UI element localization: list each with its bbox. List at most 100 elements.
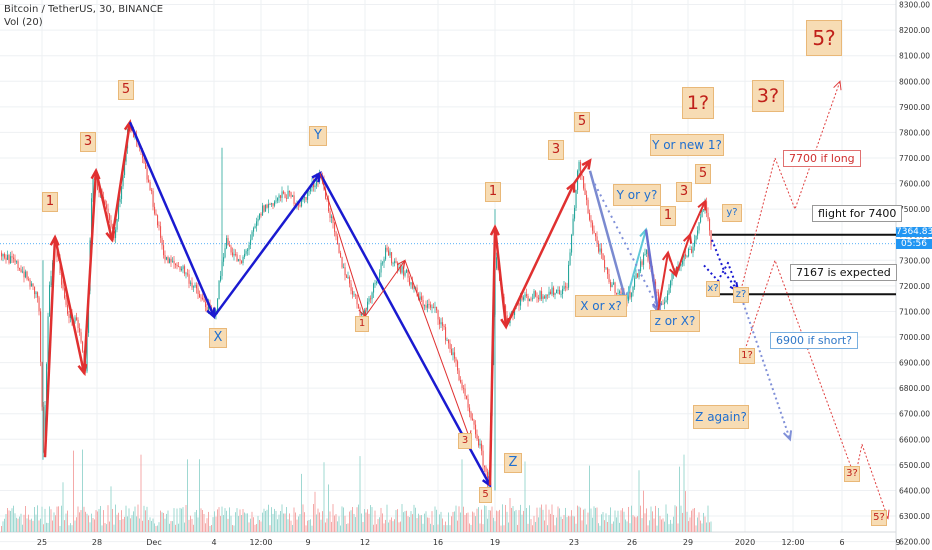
volume-bar <box>680 505 682 532</box>
candle-body <box>455 358 457 362</box>
candle-body <box>19 268 21 270</box>
volume-bar <box>341 506 343 532</box>
volume-bar <box>482 524 484 532</box>
volume-bar <box>241 515 242 532</box>
volume-bar <box>289 513 290 532</box>
volume-bar <box>70 523 71 532</box>
candle-body <box>25 271 27 278</box>
candle-body <box>46 364 48 405</box>
volume-bar <box>32 520 34 532</box>
candle-body <box>47 316 49 365</box>
volume-bar <box>557 506 559 532</box>
volume-bar <box>271 507 272 532</box>
candle-body <box>665 300 667 303</box>
volume-bar <box>395 510 397 532</box>
volume-bar <box>455 505 457 532</box>
volume-bar <box>688 521 689 532</box>
annotation-box: 7700 if long <box>783 150 861 167</box>
wave-arrow <box>488 227 497 486</box>
volume-bar <box>164 518 166 532</box>
volume-bar <box>710 521 712 532</box>
volume-bar <box>631 505 632 532</box>
wave-arrow <box>53 237 86 374</box>
volume-bar <box>643 490 644 532</box>
volume-bar <box>344 515 346 532</box>
x-tick-label: 6 <box>839 538 844 547</box>
wave-label: 5 <box>118 80 134 100</box>
volume-bar <box>380 507 382 532</box>
wave-label: 1 <box>660 206 676 226</box>
projection-arrow-head <box>833 80 842 91</box>
volume-bar <box>86 513 88 532</box>
candle-body <box>146 168 148 180</box>
volume-bar <box>665 504 667 532</box>
volume-bar <box>17 518 19 532</box>
candle-body <box>151 190 153 192</box>
volume-bar <box>199 459 200 532</box>
candle-body <box>2 253 4 257</box>
volume-bar <box>217 509 218 532</box>
candle-body <box>611 284 613 288</box>
candle-body <box>145 163 147 169</box>
volume-bar <box>101 525 103 532</box>
candle-body <box>368 298 370 302</box>
volume-bar <box>79 512 80 532</box>
volume-bar <box>466 513 467 532</box>
volume-bar <box>28 514 29 532</box>
volume-bar <box>35 514 37 532</box>
candle-body <box>269 203 271 205</box>
volume-bar <box>334 515 335 532</box>
volume-bar <box>554 525 556 532</box>
volume-bar <box>425 511 427 532</box>
annotation-box: flight for 7400 <box>812 205 903 222</box>
candle-body <box>236 254 238 261</box>
volume-bar <box>265 510 266 532</box>
candle-body <box>584 188 586 196</box>
volume-bar <box>125 505 127 532</box>
candle-body <box>385 247 387 260</box>
candle-body <box>352 290 354 295</box>
candle-body <box>187 273 189 275</box>
candle-body <box>523 297 525 300</box>
volume-bar <box>308 520 310 532</box>
candle-body <box>440 322 442 325</box>
volume-bar <box>586 524 587 532</box>
candle-body <box>217 299 219 311</box>
candle-body <box>281 191 283 198</box>
volume-bar <box>427 517 428 532</box>
volume-bar <box>703 512 704 532</box>
candle-body <box>709 219 711 231</box>
candle-body <box>640 261 642 272</box>
volume-bar <box>553 515 554 532</box>
candle-body <box>547 294 549 296</box>
volume-bar <box>493 517 494 532</box>
candle-body <box>431 306 433 308</box>
candle-body <box>251 231 253 240</box>
volume-bar <box>262 512 263 532</box>
volume-bar <box>10 510 11 532</box>
volume-bar <box>368 513 370 532</box>
volume-bar <box>377 519 379 532</box>
volume-bar <box>413 504 415 532</box>
candle-body <box>173 260 175 264</box>
volume-bar <box>508 522 509 532</box>
y-tick-label: 6300.00 <box>899 512 930 521</box>
volume-bar <box>98 508 100 532</box>
volume-bar <box>424 513 425 532</box>
volume-bar <box>212 517 214 532</box>
volume-bar <box>358 504 359 532</box>
candle-body <box>80 332 82 342</box>
volume-bar <box>415 507 416 532</box>
volume-bar <box>277 519 278 532</box>
volume-bar <box>641 518 643 532</box>
candle-body <box>310 187 312 192</box>
volume-bar <box>595 507 596 532</box>
volume-bar <box>568 515 569 532</box>
volume-bar <box>458 506 460 532</box>
volume-bar <box>709 522 710 532</box>
candle-body <box>14 259 16 263</box>
volume-bar <box>239 509 241 532</box>
candle-body <box>331 216 333 218</box>
